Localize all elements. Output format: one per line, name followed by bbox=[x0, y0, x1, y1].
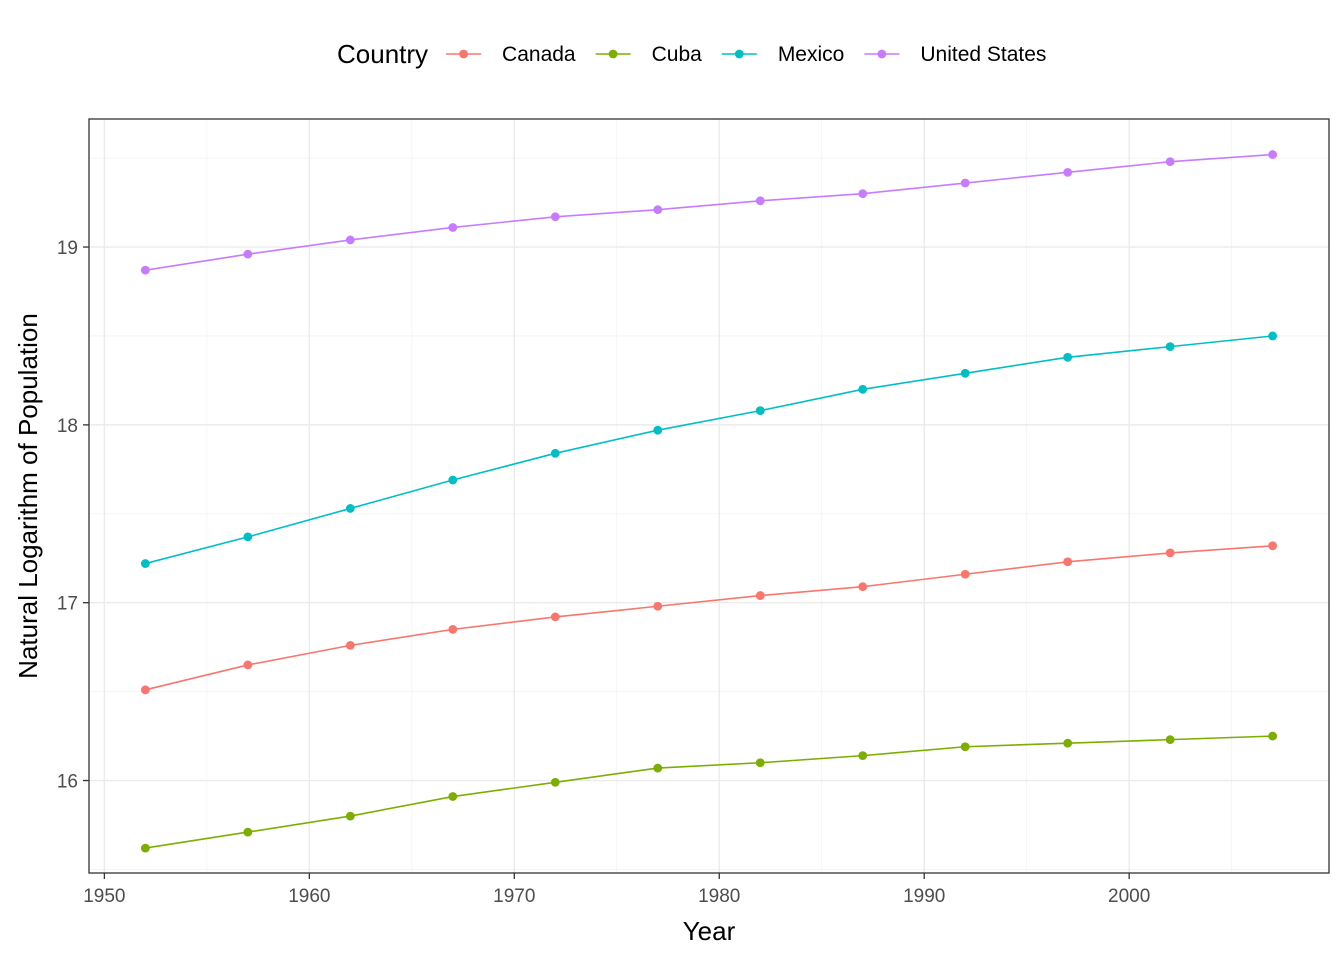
data-point bbox=[755, 591, 765, 600]
data-point bbox=[140, 559, 150, 568]
x-tick-label: 2000 bbox=[1108, 886, 1150, 907]
data-point bbox=[550, 448, 560, 458]
data-point bbox=[960, 178, 970, 188]
data-point bbox=[140, 265, 150, 275]
series-mexico bbox=[140, 331, 1278, 568]
data-point bbox=[653, 425, 663, 435]
series-cuba bbox=[140, 731, 1278, 853]
series-line bbox=[145, 153, 1273, 271]
data-point bbox=[1165, 157, 1175, 167]
data-point bbox=[243, 827, 253, 837]
data-point bbox=[858, 751, 868, 761]
series-line bbox=[145, 544, 1273, 691]
y-tick-label: 18 bbox=[57, 416, 78, 437]
legend-label: Cuba bbox=[652, 43, 703, 66]
legend: Country Canada Cuba Mexico United States bbox=[337, 39, 1046, 69]
data-point bbox=[345, 504, 355, 513]
x-axis-title: Year bbox=[683, 916, 736, 946]
legend-item: United States bbox=[864, 43, 1046, 66]
legend-key-point bbox=[734, 49, 744, 59]
data-point bbox=[653, 205, 663, 215]
data-point bbox=[550, 212, 560, 222]
legend-item: Canada bbox=[446, 43, 576, 66]
data-point bbox=[550, 777, 560, 787]
data-point bbox=[243, 532, 253, 542]
data-point bbox=[345, 235, 355, 245]
series-line bbox=[145, 335, 1273, 565]
legend-key-point bbox=[877, 49, 887, 59]
y-axis: 16 17 18 19 bbox=[57, 238, 89, 793]
series-united-states bbox=[140, 150, 1278, 275]
legend-title: Country bbox=[337, 39, 428, 69]
data-point bbox=[1165, 342, 1175, 352]
x-axis: 1950 1960 1970 1980 1990 2000 bbox=[83, 873, 1150, 907]
legend-label: Canada bbox=[502, 43, 576, 66]
data-point bbox=[243, 660, 253, 670]
data-point bbox=[858, 582, 868, 592]
data-point bbox=[1165, 548, 1175, 558]
data-point bbox=[960, 368, 970, 378]
data-point bbox=[243, 249, 253, 259]
x-tick-label: 1990 bbox=[903, 886, 945, 907]
x-tick-label: 1980 bbox=[698, 886, 740, 907]
y-axis-title: Natural Logarithm of Population bbox=[13, 313, 43, 679]
data-point bbox=[448, 792, 458, 801]
y-tick-label: 16 bbox=[57, 772, 78, 793]
legend-key-point bbox=[608, 49, 618, 59]
data-point bbox=[448, 475, 458, 485]
data-point bbox=[1165, 735, 1175, 745]
series-line bbox=[145, 735, 1273, 849]
data-point bbox=[345, 811, 355, 821]
data-point bbox=[755, 406, 765, 416]
data-point bbox=[140, 685, 150, 695]
legend-item: Cuba bbox=[595, 43, 703, 66]
plot-border bbox=[88, 118, 1330, 874]
data-point bbox=[960, 569, 970, 579]
grid bbox=[89, 119, 1329, 873]
x-tick-label: 1970 bbox=[493, 886, 535, 907]
data-point bbox=[1063, 738, 1073, 748]
data-point bbox=[1063, 167, 1073, 177]
y-tick-label: 17 bbox=[57, 594, 78, 615]
data-point bbox=[140, 843, 150, 853]
data-point bbox=[653, 601, 663, 611]
data-point bbox=[960, 742, 970, 752]
x-tick-label: 1960 bbox=[288, 886, 330, 907]
plot-panel bbox=[89, 119, 1329, 873]
series-canada bbox=[140, 541, 1278, 695]
data-point bbox=[653, 763, 663, 773]
data-point bbox=[1268, 150, 1278, 159]
data-point bbox=[1268, 331, 1278, 341]
data-point bbox=[448, 223, 458, 232]
data-point bbox=[1063, 557, 1073, 567]
legend-item: Mexico bbox=[721, 43, 845, 66]
data-point bbox=[1268, 541, 1278, 551]
y-tick-label: 19 bbox=[57, 238, 78, 259]
data-point bbox=[755, 196, 765, 206]
data-point bbox=[858, 189, 868, 199]
data-point bbox=[858, 384, 868, 394]
x-tick-label: 1950 bbox=[83, 886, 125, 907]
data-point bbox=[550, 612, 560, 622]
series-layer bbox=[140, 150, 1278, 853]
legend-label: Mexico bbox=[778, 43, 845, 66]
legend-key-point bbox=[459, 49, 468, 59]
legend-label: United States bbox=[920, 43, 1046, 66]
data-point bbox=[345, 640, 355, 650]
data-point bbox=[755, 758, 765, 768]
data-point bbox=[448, 624, 458, 634]
data-point bbox=[1063, 352, 1073, 362]
data-point bbox=[1268, 731, 1278, 741]
